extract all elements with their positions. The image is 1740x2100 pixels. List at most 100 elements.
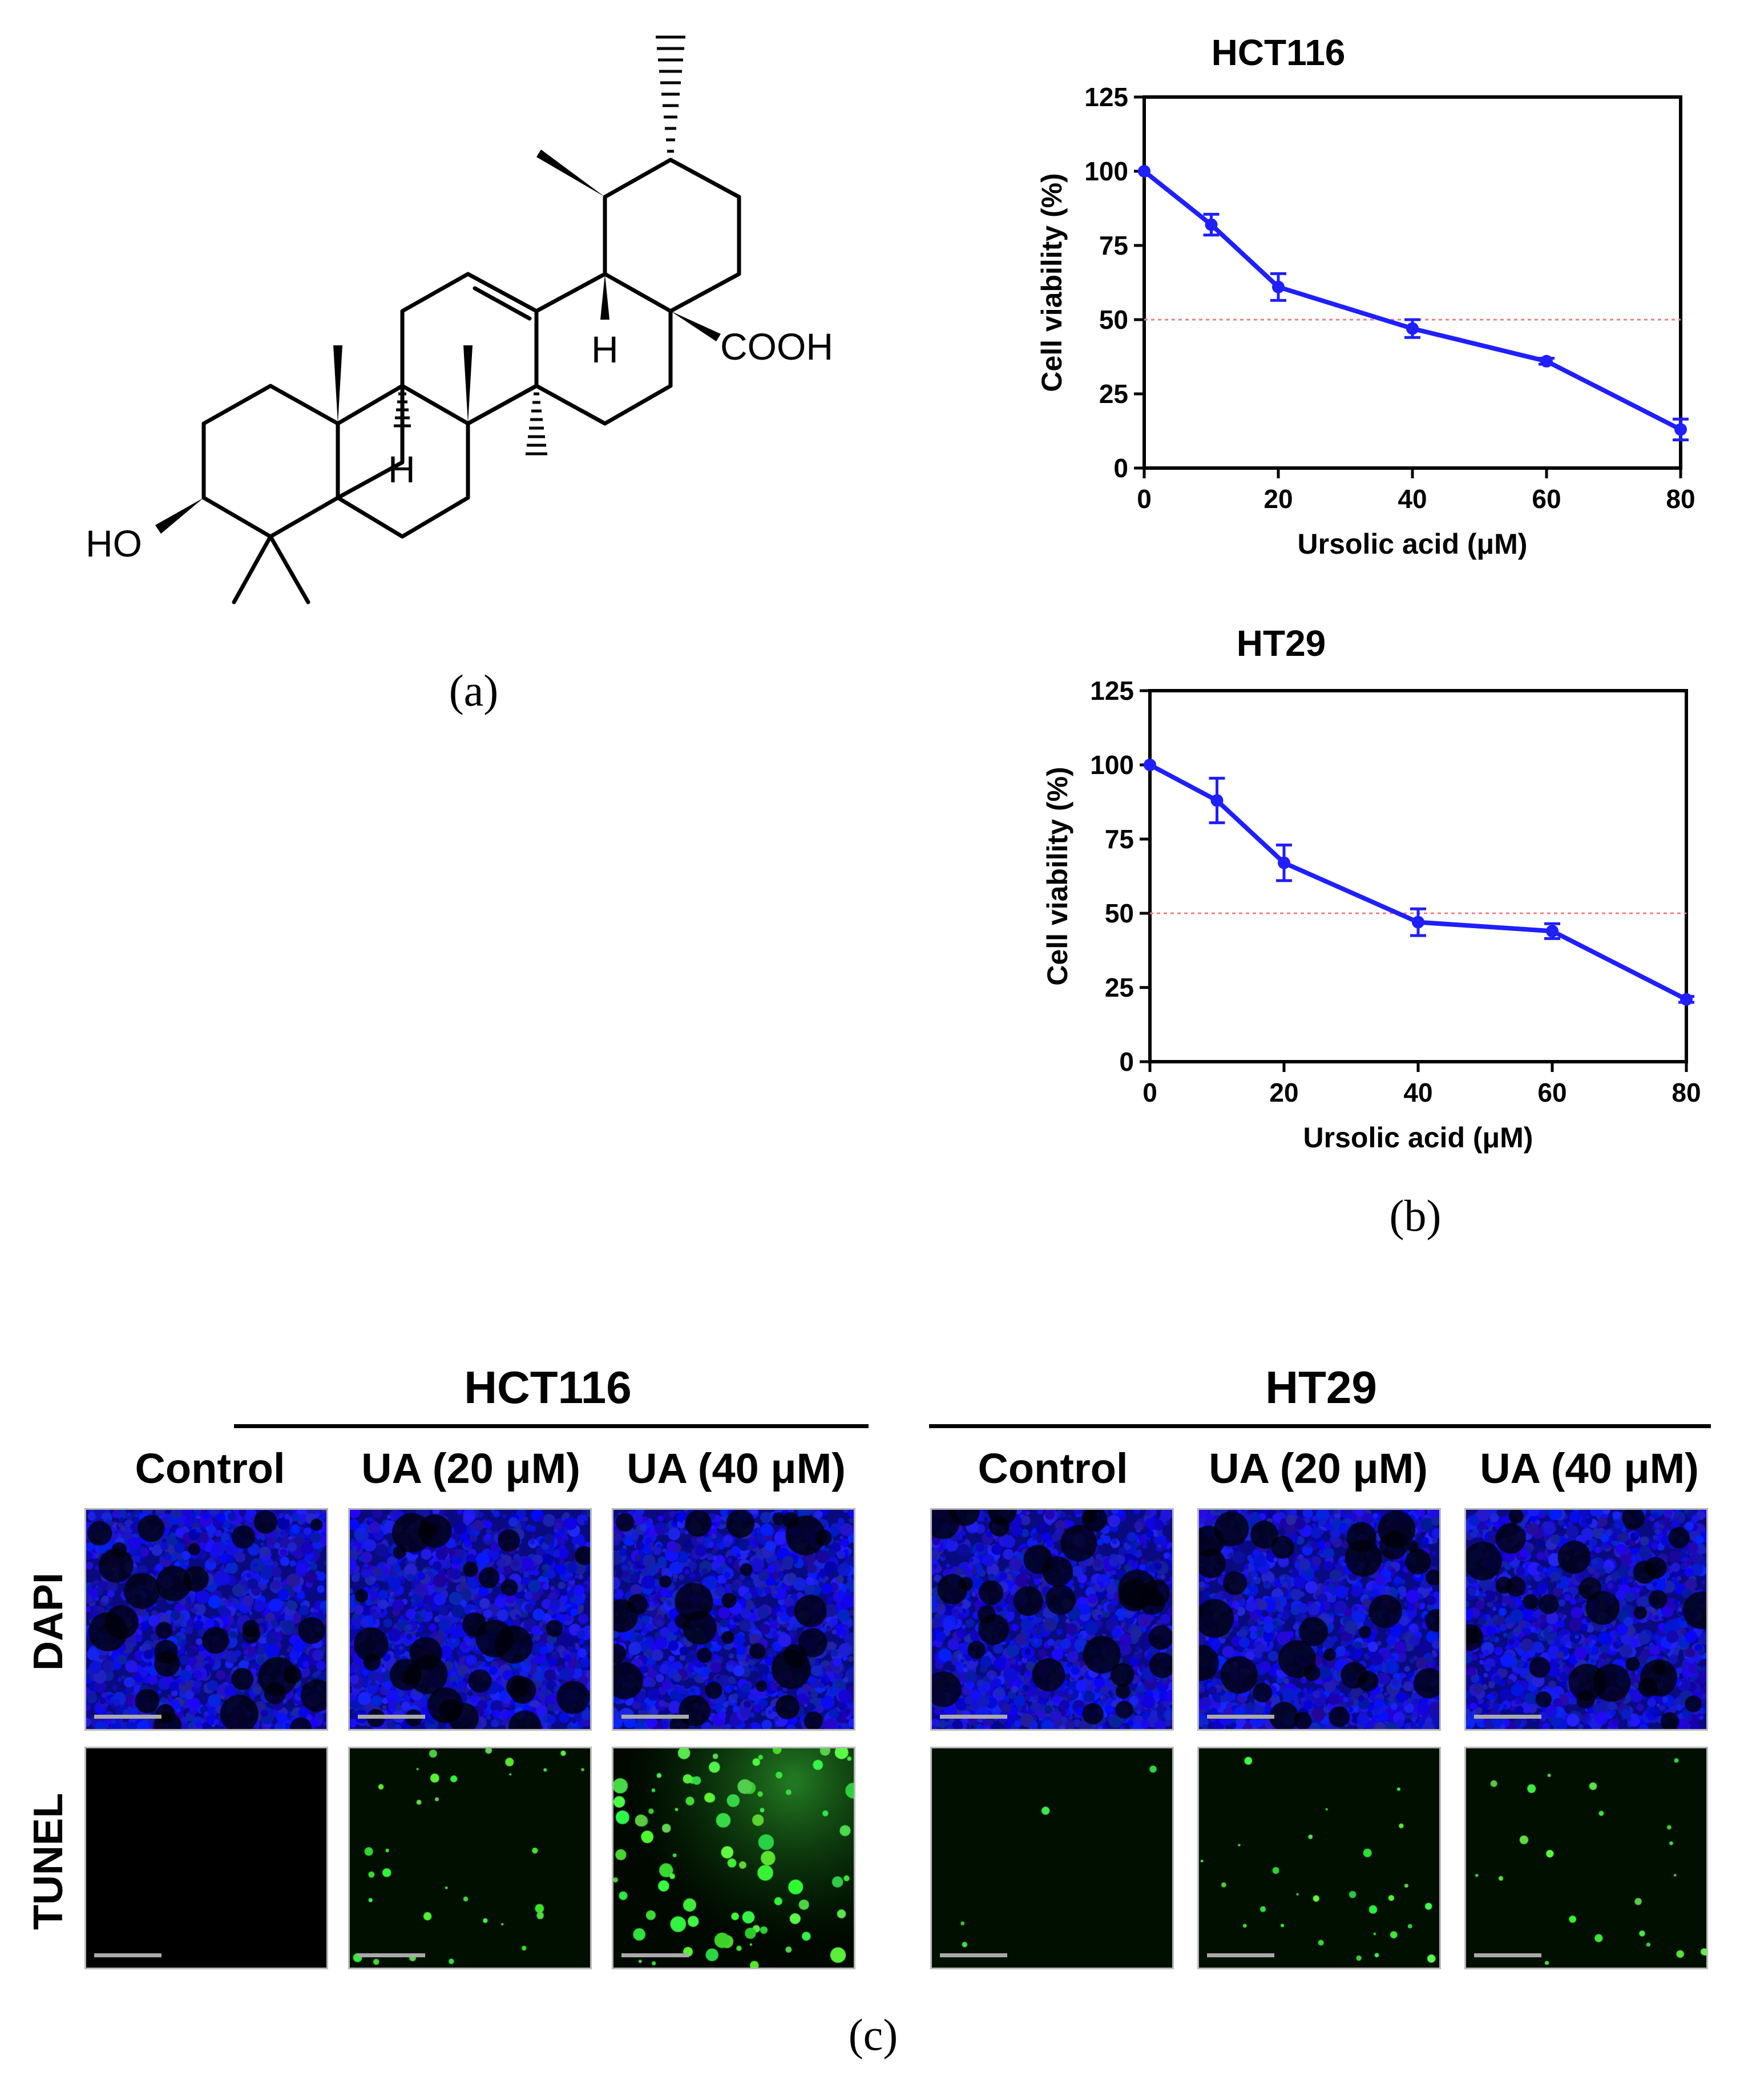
tunel-stain-canvas <box>932 1748 1172 1968</box>
tunel-stain-canvas <box>1466 1748 1706 1968</box>
hydroxyl-label: HO <box>86 522 142 565</box>
x-axis-label: Ursolic acid (μM) <box>1298 528 1528 560</box>
col-label-hct116-ua40: UA (40 μM) <box>627 1445 846 1492</box>
scale-bar <box>1207 1953 1274 1957</box>
y-tick-label: 0 <box>1119 1047 1134 1077</box>
data-point <box>1138 165 1150 178</box>
scale-bar <box>94 1953 162 1957</box>
panel-label-a: (a) <box>449 666 499 715</box>
x-axis-label: Ursolic acid (μM) <box>1303 1122 1533 1154</box>
scale-bar <box>1207 1715 1274 1719</box>
viability-chart-hct116: 0 25 50 75 100 125 0 20 40 60 80 Ursolic acid (μM) C… <box>1036 82 1695 560</box>
col-label-ht29-ua40: UA (40 μM) <box>1480 1445 1699 1492</box>
y-tick-label: 50 <box>1099 305 1128 334</box>
dapi-image-hct116-ua40 <box>612 1508 855 1731</box>
y-tick-label: 100 <box>1084 156 1128 186</box>
tunel-image-hct116-ua20 <box>348 1747 592 1969</box>
h-label-ring-d: H <box>591 328 619 370</box>
y-axis-label: Cell viability (%) <box>1041 767 1073 985</box>
h-label-ring-b: H <box>388 448 415 490</box>
y-tick-label: 0 <box>1113 453 1128 483</box>
panel-label-c: (c) <box>848 2010 898 2059</box>
tunel-stain-canvas <box>1199 1748 1439 1968</box>
data-point <box>1406 322 1419 335</box>
col-label-hct116-ua20: UA (20 μM) <box>361 1445 580 1492</box>
col-label-ht29-ua20: UA (20 μM) <box>1209 1445 1428 1492</box>
y-tick-label: 100 <box>1090 750 1134 780</box>
x-tick-label: 60 <box>1537 1078 1567 1107</box>
chart-title-ht29: HT29 <box>1236 623 1326 664</box>
scale-bar <box>621 1715 689 1719</box>
y-tick-label: 25 <box>1099 379 1128 409</box>
data-point <box>1540 354 1553 368</box>
col-label-ht29-control: Control <box>978 1445 1128 1492</box>
dapi-image-hct116-ua20 <box>348 1508 592 1731</box>
scale-bar <box>94 1715 162 1719</box>
scale-bar <box>621 1953 689 1957</box>
group-title-hct116: HCT116 <box>464 1362 632 1413</box>
tunel-image-ht29-ua40 <box>1464 1747 1708 1969</box>
y-tick-label: 25 <box>1105 973 1134 1002</box>
x-tick-label: 40 <box>1403 1078 1432 1107</box>
plot-frame <box>1142 95 1682 470</box>
x-tick-label: 0 <box>1142 1078 1157 1107</box>
tunel-image-hct116-ua40 <box>612 1747 855 1969</box>
data-point <box>1674 423 1687 436</box>
y-tick-label: 125 <box>1090 676 1134 706</box>
tunel-stain-canvas <box>350 1748 590 1968</box>
dapi-stain-canvas <box>86 1510 326 1729</box>
data-point <box>1546 925 1559 938</box>
tunel-image-ht29-ua20 <box>1197 1747 1441 1969</box>
dapi-stain-canvas <box>613 1510 854 1729</box>
series-line <box>1149 763 1687 1002</box>
dapi-image-ht29-ua20 <box>1197 1508 1441 1731</box>
chart-title-hct116: HCT116 <box>1211 32 1346 73</box>
y-tick-label: 125 <box>1084 82 1128 112</box>
scale-bar <box>1474 1715 1541 1719</box>
scale-bar <box>358 1953 425 1957</box>
x-tick-label: 0 <box>1137 484 1152 514</box>
x-tick-label: 80 <box>1672 1078 1701 1107</box>
dapi-stain-canvas <box>1199 1510 1439 1729</box>
data-point <box>1210 794 1224 807</box>
y-axis-label: Cell viability (%) <box>1036 173 1068 392</box>
x-tick-label: 20 <box>1269 1078 1298 1107</box>
tunel-image-hct116-control <box>84 1747 328 1969</box>
dapi-stain-canvas <box>932 1510 1172 1729</box>
series-line <box>1142 169 1682 432</box>
row-label-dapi: DAPI <box>26 1572 71 1671</box>
data-point <box>1680 993 1693 1006</box>
dapi-stain-canvas <box>350 1510 590 1729</box>
scale-bar <box>940 1715 1007 1719</box>
x-tick-label: 40 <box>1398 484 1427 514</box>
scale-bar <box>940 1953 1007 1957</box>
data-point <box>1412 916 1424 929</box>
dapi-stain-canvas <box>1466 1510 1706 1729</box>
dapi-image-ht29-control <box>930 1508 1174 1731</box>
y-tick-label: 75 <box>1099 231 1128 260</box>
scale-bar <box>1474 1953 1541 1957</box>
x-tick-label: 80 <box>1666 484 1695 514</box>
tunel-stain-canvas <box>613 1748 854 1968</box>
tunel-stain-canvas <box>86 1748 326 1968</box>
y-tick-label: 50 <box>1105 898 1134 928</box>
col-label-hct116-control: Control <box>135 1445 285 1492</box>
carboxyl-label: COOH <box>720 325 833 368</box>
scale-bar <box>358 1715 425 1719</box>
x-tick-label: 20 <box>1263 484 1293 514</box>
dapi-image-ht29-ua40 <box>1464 1508 1708 1731</box>
plot-frame <box>1148 689 1688 1063</box>
group-underline-ht29 <box>929 1424 1711 1428</box>
data-point <box>1205 218 1218 231</box>
x-tick-label: 60 <box>1532 484 1561 514</box>
group-underline-hct116 <box>234 1424 869 1428</box>
data-point <box>1278 856 1290 869</box>
data-point <box>1272 280 1285 293</box>
ursolic-acid-structure: HO H H COOH <box>86 35 833 604</box>
data-point <box>1144 759 1156 771</box>
y-tick-label: 75 <box>1105 824 1134 854</box>
viability-chart-ht29: 0 25 50 75 100 125 0 20 40 60 80 Ursolic acid (μM) C… <box>1041 676 1701 1154</box>
tunel-image-ht29-control <box>930 1747 1174 1969</box>
group-title-ht29: HT29 <box>1265 1362 1377 1413</box>
row-label-tunel: TUNEL <box>26 1793 71 1930</box>
